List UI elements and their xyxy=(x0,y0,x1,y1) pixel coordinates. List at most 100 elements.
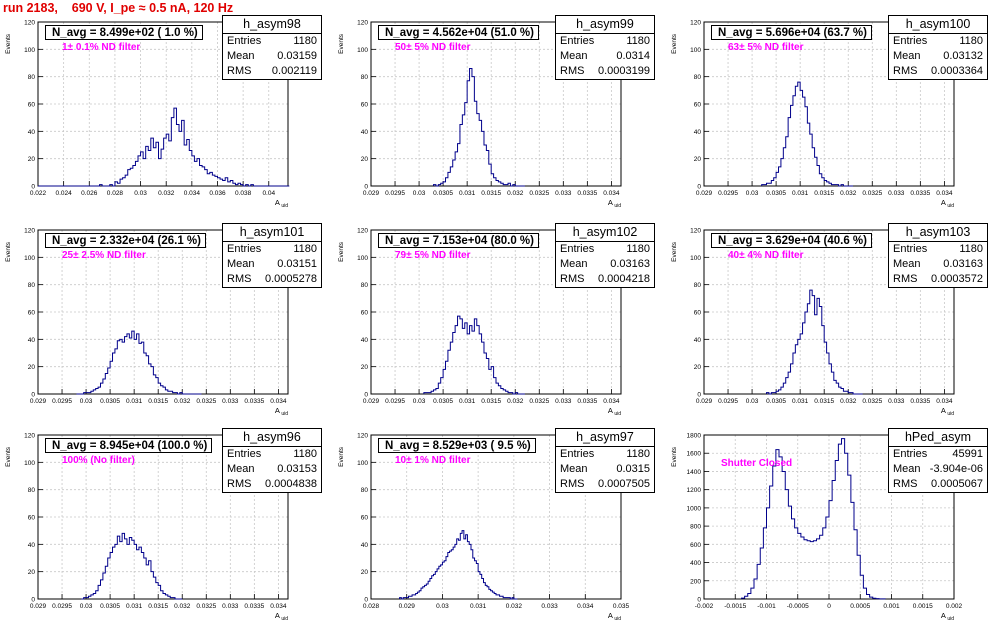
x-tick-label: 0.0325 xyxy=(196,603,216,610)
stat-value: 0.0007505 xyxy=(598,478,650,490)
y-tick-label: 80 xyxy=(361,487,369,494)
y-tick-label: 60 xyxy=(694,310,702,317)
x-tick-label: 0.034 xyxy=(936,190,953,197)
histogram-name: hPed_asym xyxy=(889,429,987,447)
x-tick-label: 0.0335 xyxy=(910,190,930,197)
stats-box: h_asym99 Entries 1180 Mean 0.0314 RMS 0.000319… xyxy=(555,15,655,80)
y-tick-label: 1600 xyxy=(687,451,702,458)
navg-box: N_avg = 5.696e+04 (63.7 %) xyxy=(711,25,872,40)
x-tick-label: 0.0295 xyxy=(52,603,72,610)
stat-label: RMS xyxy=(893,478,918,490)
stats-box: h_asym101 Entries 1180 Mean 0.03151 RMS 0.0005… xyxy=(222,223,322,288)
y-axis-label: Events xyxy=(5,33,12,54)
y-tick-label: 40 xyxy=(694,337,702,344)
stat-label: RMS xyxy=(560,478,585,490)
y-tick-label: 120 xyxy=(690,20,701,27)
x-axis-label: A uid xyxy=(941,406,954,417)
y-tick-label: 20 xyxy=(361,156,369,163)
histogram-panel-h_asym96: 0.029 0.0295 0.03 0.0305 0.031 0.0315 0.032 0.0… xyxy=(0,425,330,630)
y-tick-label: 120 xyxy=(24,20,35,27)
stats-box: h_asym102 Entries 1180 Mean 0.03163 RMS 0.0004… xyxy=(555,223,655,288)
stat-label: Mean xyxy=(227,50,255,62)
y-axis-label: Events xyxy=(671,241,678,262)
histogram-name: h_asym96 xyxy=(223,429,321,447)
y-tick-label: 80 xyxy=(28,74,36,81)
y-tick-label: 20 xyxy=(28,364,36,371)
stat-label: RMS xyxy=(893,273,918,285)
stat-label: Entries xyxy=(560,35,595,47)
x-tick-label: 0.034 xyxy=(936,398,953,405)
filter-label: 25± 2.5% ND filter xyxy=(62,250,146,261)
x-tick-label: 0.036 xyxy=(209,190,226,197)
x-tick-label: 0.031 xyxy=(459,398,476,405)
y-tick-label: 40 xyxy=(361,542,369,549)
x-tick-label: 0.032 xyxy=(174,398,191,405)
stat-label: Mean xyxy=(560,258,588,270)
y-tick-label: 20 xyxy=(28,156,36,163)
navg-box: N_avg = 8.529e+03 ( 9.5 %) xyxy=(378,438,536,453)
y-tick-label: 0 xyxy=(31,392,35,399)
y-tick-label: 80 xyxy=(361,74,369,81)
stat-value: 0.03163 xyxy=(943,258,983,270)
stat-value: 0.002119 xyxy=(271,65,317,77)
y-tick-label: 40 xyxy=(361,129,369,136)
y-tick-label: 80 xyxy=(28,487,36,494)
x-tick-label: 0.026 xyxy=(81,190,98,197)
x-tick-label: -0.0015 xyxy=(724,603,746,610)
x-tick-label: 0.0315 xyxy=(481,398,501,405)
stat-value: 0.03151 xyxy=(277,258,317,270)
navg-box: N_avg = 4.562e+04 (51.0 %) xyxy=(378,25,539,40)
stat-value: 0.03163 xyxy=(610,258,650,270)
stat-entries: Entries 1180 xyxy=(223,34,321,49)
x-tick-label: 0.031 xyxy=(792,190,809,197)
stat-rms: RMS 0.0003199 xyxy=(556,64,654,79)
y-tick-label: 40 xyxy=(361,337,369,344)
stat-rms: RMS 0.0004218 xyxy=(556,272,654,287)
stat-entries: Entries 1180 xyxy=(556,242,654,257)
y-tick-label: 120 xyxy=(24,228,35,235)
x-tick-label: 0.0325 xyxy=(529,398,549,405)
stat-label: Mean xyxy=(227,463,255,475)
stats-box: h_asym97 Entries 1180 Mean 0.0315 RMS 0.000750… xyxy=(555,428,655,493)
x-tick-label: 0.0295 xyxy=(52,398,72,405)
x-tick-label: 0.033 xyxy=(888,398,905,405)
x-tick-label: 0.029 xyxy=(30,603,47,610)
stat-rms: RMS 0.002119 xyxy=(223,64,321,79)
plot-frame xyxy=(370,21,622,187)
x-tick-label: 0.034 xyxy=(577,603,594,610)
x-tick-label: 0.0305 xyxy=(433,398,453,405)
histogram-series-line xyxy=(399,530,518,600)
x-axis-label: A uid xyxy=(275,406,288,417)
histogram-series-line xyxy=(761,81,854,187)
y-tick-label: 60 xyxy=(28,102,36,109)
x-tick-label: 0.033 xyxy=(222,603,239,610)
x-tick-label: 0.0015 xyxy=(913,603,933,610)
x-tick-label: 0.029 xyxy=(363,398,380,405)
y-tick-label: 100 xyxy=(357,47,368,54)
x-tick-label: 0.0335 xyxy=(244,603,264,610)
x-tick-label: 0.0005 xyxy=(850,603,870,610)
x-tick-label: 0.032 xyxy=(507,398,524,405)
y-axis-label: Events xyxy=(671,446,678,467)
y-tick-label: 60 xyxy=(694,102,702,109)
plot-frame xyxy=(37,21,289,187)
histogram-panel-h_asym101: 0.029 0.0295 0.03 0.0305 0.031 0.0315 0.032 0.0… xyxy=(0,220,330,425)
stat-value: 1180 xyxy=(293,448,317,460)
filter-label: 100% (No filter) xyxy=(62,455,135,466)
y-tick-label: 60 xyxy=(28,310,36,317)
stat-label: RMS xyxy=(893,65,918,77)
stat-value: 1180 xyxy=(293,243,317,255)
x-tick-label: 0.033 xyxy=(541,603,558,610)
y-tick-label: 100 xyxy=(690,47,701,54)
stat-value: 1180 xyxy=(626,35,650,47)
x-tick-label: 0.034 xyxy=(270,603,287,610)
x-axis-label: A uid xyxy=(941,611,954,622)
stat-label: Entries xyxy=(227,35,262,47)
x-tick-label: 0.03 xyxy=(436,603,449,610)
x-tick-label: 0.0325 xyxy=(862,398,882,405)
x-tick-label: 0.03 xyxy=(413,398,426,405)
y-tick-label: 60 xyxy=(361,515,369,522)
stat-value: 0.0004838 xyxy=(265,478,317,490)
histogram-series-line xyxy=(741,438,886,600)
